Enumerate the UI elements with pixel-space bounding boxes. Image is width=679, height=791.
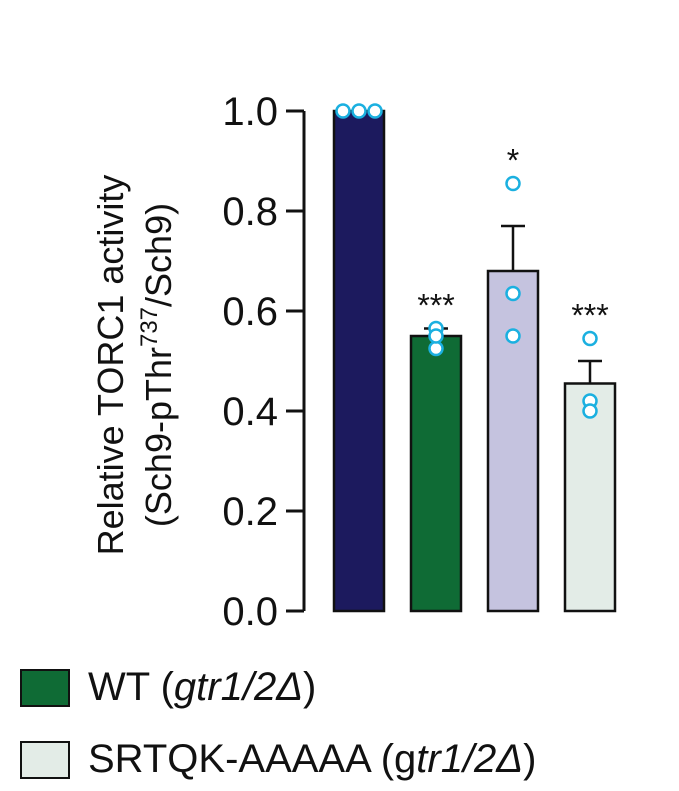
y-tick-label: 0.0: [222, 590, 278, 634]
legend-swatch-wt: [20, 668, 70, 707]
y-axis-label-line2: (Sch9-pThr737/Sch9): [136, 203, 179, 527]
legend-label-srtqk: SRTQK-AAAAA (gtr1/2Δ): [88, 737, 537, 781]
y-tick-label: 0.4: [222, 390, 278, 434]
y-tick-label: 0.6: [222, 290, 278, 334]
bar-1: [332, 109, 386, 613]
significance-label: ***: [571, 298, 608, 334]
bar-3: [486, 269, 540, 613]
legend-swatch-srtqk: [20, 740, 70, 779]
y-tick-label: 1.0: [222, 90, 278, 134]
bar-4: [563, 382, 617, 613]
data-point: [582, 330, 598, 347]
data-point: [351, 103, 367, 119]
y-tick-label: 0.2: [222, 490, 278, 534]
legend-item-wt: WT (gtr1/2Δ): [20, 665, 316, 710]
significance-label: *: [507, 143, 519, 179]
data-point: [505, 328, 521, 344]
legend-label-wt: WT (gtr1/2Δ): [88, 665, 317, 709]
data-point: [505, 285, 521, 302]
data-point: [428, 340, 444, 357]
bar-chart: Relative TORC1 activity (Sch9-pThr737/Sc…: [90, 90, 617, 634]
data-point: [428, 328, 444, 344]
y-tick-label: 0.8: [222, 190, 278, 234]
data-point: [335, 103, 351, 119]
y-axis-label-line1: Relative TORC1 activity: [90, 175, 131, 556]
data-point: [582, 403, 598, 419]
legend-item-srtqk: SRTQK-AAAAA (gtr1/2Δ): [20, 737, 536, 782]
data-point: [505, 175, 521, 192]
significance-label: ***: [417, 288, 454, 324]
y-axis-label: Relative TORC1 activity (Sch9-pThr737/Sc…: [90, 175, 179, 556]
data-point: [367, 103, 383, 119]
bar-2: [409, 334, 463, 613]
